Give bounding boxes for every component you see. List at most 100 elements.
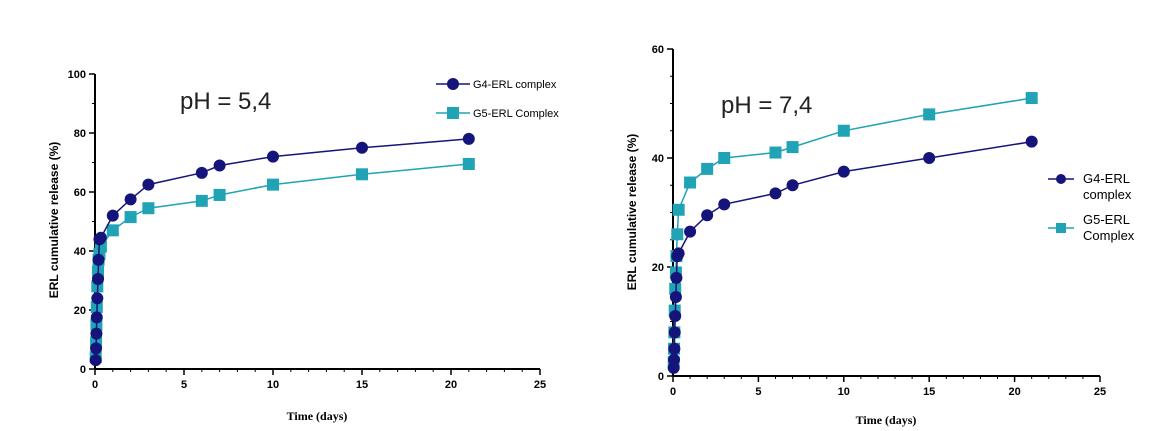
series-line-g4-ph-7-4 bbox=[672, 140, 1032, 368]
y-axis-title-ph-7-4: ERL cumulative release (%) bbox=[625, 134, 639, 291]
data-point-g4-ph-5-4 bbox=[94, 231, 107, 244]
annotation-ph-5-4: pH = 5,4 bbox=[180, 88, 271, 115]
data-point-g5-ph-5-4 bbox=[142, 202, 155, 215]
data-point-g5-ph-7-4 bbox=[769, 146, 782, 159]
data-point-g4-ph-7-4 bbox=[769, 187, 782, 200]
x-tick-label-ph-5-4-10: 10 bbox=[267, 379, 279, 391]
data-point-g4-ph-5-4 bbox=[106, 209, 119, 222]
data-point-g5-ph-7-4 bbox=[718, 152, 731, 164]
y-tick-label-ph-7-4-0: 0 bbox=[658, 371, 664, 383]
data-point-g5-ph-5-4 bbox=[124, 211, 137, 224]
chart-panel-ph-5-4: 0 5 10 15 20 25 0 20 40 60 80 100 pH = 5,4 Time (da… bbox=[47, 69, 559, 423]
x-tick-label-ph-7-4-15: 15 bbox=[923, 386, 935, 398]
legend-ph-5-4: G4-ERL complex G5-ERL Complex bbox=[436, 78, 559, 120]
x-tick-label-ph-5-4-15: 15 bbox=[356, 379, 368, 391]
data-point-g5-ph-7-4 bbox=[671, 228, 684, 241]
y-tick-label-ph-5-4-80: 80 bbox=[74, 128, 86, 140]
y-tick-label-ph-5-4-40: 40 bbox=[74, 246, 86, 258]
data-point-g4-ph-7-4 bbox=[786, 179, 799, 192]
data-point-g5-ph-5-4 bbox=[106, 224, 119, 237]
series-line-g4-ph-5-4 bbox=[94, 138, 469, 361]
data-point-g4-ph-7-4 bbox=[668, 326, 681, 339]
data-point-g5-ph-7-4 bbox=[684, 176, 697, 189]
data-point-g4-ph-7-4 bbox=[668, 342, 681, 355]
x-tick-label-ph-5-4-20: 20 bbox=[445, 379, 457, 391]
x-tick-label-ph-5-4-0: 0 bbox=[92, 379, 98, 391]
annotation-ph-7-4: pH = 7,4 bbox=[721, 92, 812, 119]
x-tick-label-ph-5-4-25: 25 bbox=[534, 379, 546, 391]
y-tick-label-ph-7-4-60: 60 bbox=[652, 44, 664, 56]
x-tick-label-ph-7-4-20: 20 bbox=[1008, 386, 1020, 398]
data-point-g4-ph-7-4 bbox=[701, 209, 714, 222]
data-point-g5-ph-7-4 bbox=[1025, 92, 1038, 105]
series-line-g5-ph-7-4 bbox=[672, 97, 1032, 363]
legend-label-g5-ph-7-4: G5-ERL Complex bbox=[1083, 212, 1135, 243]
legend-label-g5-line-1: G5-ERL bbox=[1083, 212, 1130, 227]
data-point-g4-ph-5-4 bbox=[124, 193, 137, 206]
x-axis-title-ph-7-4: Time (days) bbox=[856, 413, 917, 427]
data-point-g4-ph-5-4 bbox=[142, 178, 155, 191]
legend-marker-g5-ph-7-4 bbox=[1056, 223, 1066, 233]
data-point-g4-ph-5-4 bbox=[90, 327, 103, 340]
data-point-g5-ph-5-4 bbox=[462, 157, 475, 170]
y-tick-label-ph-7-4-20: 20 bbox=[652, 262, 664, 274]
data-point-g4-ph-7-4 bbox=[668, 353, 681, 366]
x-axis-title-ph-5-4: Time (days) bbox=[287, 409, 348, 423]
legend-item-g5-ph-7-4: G5-ERL Complex bbox=[1048, 212, 1135, 243]
y-tick-label-ph-7-4-40: 40 bbox=[652, 153, 664, 165]
data-point-g5-ph-5-4 bbox=[195, 194, 208, 207]
y-tick-label-ph-5-4-20: 20 bbox=[74, 305, 86, 317]
legend-ph-7-4: G4-ERL complex G5-ERL Complex bbox=[1048, 171, 1135, 243]
x-tick-label-ph-7-4-0: 0 bbox=[670, 386, 676, 398]
data-point-g4-ph-7-4 bbox=[1025, 135, 1038, 148]
x-tick-label-ph-7-4-5: 5 bbox=[755, 386, 761, 398]
data-point-g4-ph-5-4 bbox=[92, 253, 105, 266]
legend-item-g4-ph-5-4: G4-ERL complex bbox=[436, 78, 557, 91]
data-point-g4-ph-7-4 bbox=[837, 165, 850, 178]
data-point-g4-ph-5-4 bbox=[267, 150, 279, 163]
data-point-g4-ph-7-4 bbox=[684, 225, 697, 238]
legend-item-g5-ph-5-4: G5-ERL Complex bbox=[436, 107, 559, 120]
data-point-g4-ph-7-4 bbox=[669, 310, 682, 323]
series-layer-ph-7-4 bbox=[667, 92, 1038, 374]
legend-label-g4-line-1: G4-ERL bbox=[1083, 171, 1130, 186]
data-point-g4-ph-7-4 bbox=[923, 152, 936, 164]
data-point-g4-ph-5-4 bbox=[91, 292, 104, 305]
legend-label-g4-ph-7-4: G4-ERL complex bbox=[1083, 171, 1133, 202]
y-tick-label-ph-5-4-100: 100 bbox=[68, 69, 86, 81]
series-layer-ph-5-4 bbox=[89, 132, 475, 367]
data-point-g4-ph-7-4 bbox=[672, 247, 685, 260]
legend-marker-g4-ph-7-4 bbox=[1056, 174, 1066, 184]
data-point-g4-ph-5-4 bbox=[90, 311, 103, 324]
data-point-g5-ph-7-4 bbox=[837, 124, 850, 137]
legend-marker-g4-ph-5-4 bbox=[447, 78, 459, 90]
data-point-g4-ph-7-4 bbox=[718, 198, 731, 211]
data-point-g4-ph-7-4 bbox=[670, 271, 683, 284]
data-point-g4-ph-5-4 bbox=[92, 273, 105, 286]
chart-panel-ph-7-4: 0 5 10 15 20 25 0 20 40 60 pH = 7,4 Time (days) E… bbox=[625, 44, 1135, 427]
data-point-g5-ph-5-4 bbox=[213, 188, 226, 201]
data-point-g5-ph-7-4 bbox=[923, 108, 936, 121]
x-tick-label-ph-7-4-10: 10 bbox=[838, 386, 850, 398]
legend-label-g5-ph-5-4: G5-ERL Complex bbox=[473, 108, 559, 120]
data-point-g4-ph-5-4 bbox=[462, 132, 475, 145]
legend-item-g4-ph-7-4: G4-ERL complex bbox=[1048, 171, 1133, 202]
data-point-g4-ph-7-4 bbox=[669, 290, 682, 303]
data-point-g5-ph-7-4 bbox=[672, 203, 685, 216]
axes-ph-7-4: 0 5 10 15 20 25 0 20 40 60 bbox=[652, 44, 1106, 398]
data-point-g4-ph-5-4 bbox=[90, 342, 103, 355]
data-point-g4-ph-5-4 bbox=[213, 159, 226, 172]
x-tick-label-ph-7-4-25: 25 bbox=[1094, 386, 1106, 398]
data-point-g4-ph-5-4 bbox=[356, 141, 368, 154]
series-line-g5-ph-5-4 bbox=[94, 163, 469, 358]
data-point-g5-ph-5-4 bbox=[356, 168, 368, 181]
y-tick-label-ph-5-4-60: 60 bbox=[74, 187, 86, 199]
legend-marker-g5-ph-5-4 bbox=[447, 107, 459, 119]
x-tick-label-ph-5-4-5: 5 bbox=[181, 379, 187, 391]
data-point-g5-ph-5-4 bbox=[267, 178, 279, 191]
data-point-g5-ph-7-4 bbox=[786, 141, 799, 154]
y-tick-label-ph-5-4-0: 0 bbox=[80, 364, 86, 376]
data-point-g4-ph-5-4 bbox=[195, 166, 208, 179]
data-point-g4-ph-5-4 bbox=[89, 354, 102, 367]
